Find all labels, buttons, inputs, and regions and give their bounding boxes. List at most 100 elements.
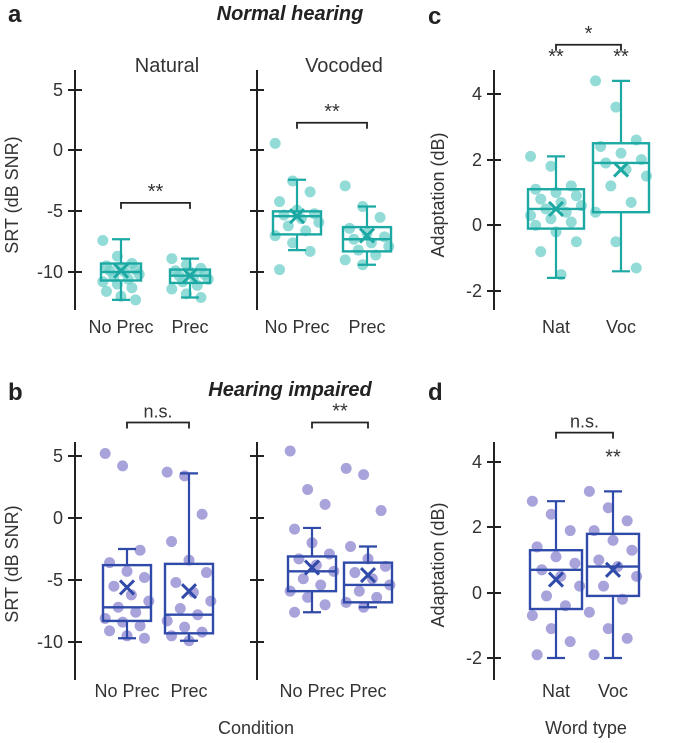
data-point <box>378 231 390 243</box>
data-point <box>525 209 537 221</box>
data-point <box>297 573 309 585</box>
mean-marker <box>547 571 565 588</box>
data-point <box>104 625 116 637</box>
data-point <box>161 466 173 478</box>
data-point <box>269 137 281 149</box>
data-point <box>610 236 622 248</box>
significance-bracket <box>126 421 190 429</box>
data-point <box>117 616 129 628</box>
data-point <box>545 508 557 520</box>
data-point <box>564 525 576 537</box>
data-point <box>525 150 537 162</box>
data-point <box>526 495 538 507</box>
box-1 <box>339 180 395 271</box>
data-point <box>130 294 142 306</box>
data-point <box>602 502 614 514</box>
y-tick-label: 5 <box>53 446 63 466</box>
y-tick-label: 4 <box>472 452 482 472</box>
data-point <box>274 264 286 276</box>
data-point <box>371 591 383 603</box>
box-rect <box>342 561 394 604</box>
data-point <box>130 606 142 618</box>
data-point <box>302 591 314 603</box>
data-point <box>99 448 111 460</box>
subplot-a_vocoded: No Prec Prec ** <box>250 70 395 337</box>
y-tick-label: 0 <box>53 140 63 160</box>
y-axis-title-c: Adaptation (dB) <box>428 132 448 257</box>
mean-marker <box>358 227 376 244</box>
y-tick-label: -5 <box>47 201 63 221</box>
panel-label-c: c <box>428 3 441 30</box>
data-point <box>545 160 557 172</box>
box-1 <box>340 462 396 613</box>
x-tick-label: No Prec <box>264 317 329 337</box>
subplot-b_vocoded: No Prec Prec ** <box>250 401 396 701</box>
data-point <box>374 211 386 223</box>
data-point <box>97 234 109 246</box>
x-tick-label: Prec <box>171 317 208 337</box>
y-tick-label: -2 <box>466 281 482 301</box>
data-point <box>125 589 137 601</box>
data-point <box>200 567 212 579</box>
box-0 <box>97 234 145 306</box>
box-1 <box>590 75 652 274</box>
data-point <box>195 291 207 303</box>
data-point <box>319 599 331 611</box>
data-point <box>99 612 111 624</box>
data-point <box>640 170 652 182</box>
data-point <box>569 557 581 569</box>
box-0 <box>526 495 586 661</box>
data-point <box>313 216 325 228</box>
y-tick-label: 5 <box>53 80 63 100</box>
data-point <box>170 576 182 588</box>
data-point <box>598 580 610 592</box>
significance-label: ** <box>605 447 621 469</box>
data-point <box>289 606 301 618</box>
x-tick-label: No Prec <box>279 681 344 701</box>
significance-label: n.s. <box>570 412 599 432</box>
x-tick-label: Voc <box>606 317 636 337</box>
data-point <box>315 579 327 591</box>
data-point <box>625 196 637 208</box>
x-axis-title-condition: Condition <box>218 718 294 738</box>
data-point <box>583 606 595 618</box>
data-point <box>287 175 299 187</box>
panel-label-a: a <box>8 1 22 28</box>
data-point <box>602 623 614 635</box>
significance-bracket <box>555 43 622 51</box>
data-point <box>545 623 557 635</box>
y-tick-label: 0 <box>472 215 482 235</box>
significance-label: * <box>585 23 593 45</box>
mean-marker <box>604 561 622 578</box>
mean-marker <box>612 161 630 178</box>
data-point <box>590 75 602 87</box>
data-point <box>570 236 582 248</box>
box-0 <box>99 448 155 644</box>
x-axis-title-word-type: Word type <box>545 718 627 738</box>
significance-label: ** <box>324 101 340 123</box>
box-rect <box>591 142 651 214</box>
data-point <box>117 460 129 472</box>
significance-bracket <box>120 201 191 209</box>
data-point <box>545 213 557 225</box>
data-point <box>97 276 109 288</box>
data-point <box>108 580 120 592</box>
data-point <box>607 534 619 546</box>
data-point <box>104 557 116 569</box>
significance-bracket <box>296 121 368 129</box>
data-point <box>205 595 217 607</box>
y-axis-title-d: Adaptation (dB) <box>428 502 448 627</box>
data-point <box>588 649 600 661</box>
box-0 <box>284 445 340 618</box>
data-point <box>621 632 633 644</box>
data-point <box>304 245 316 257</box>
mean-marker <box>181 267 199 284</box>
data-point <box>196 626 208 638</box>
x-tick-label: Voc <box>598 681 628 701</box>
box-1 <box>583 485 643 661</box>
data-point <box>358 469 370 481</box>
data-point <box>564 636 576 648</box>
subtitle-natural: Natural <box>135 55 199 77</box>
panel-label-d: d <box>428 379 443 406</box>
y-tick-label: -5 <box>47 570 63 590</box>
